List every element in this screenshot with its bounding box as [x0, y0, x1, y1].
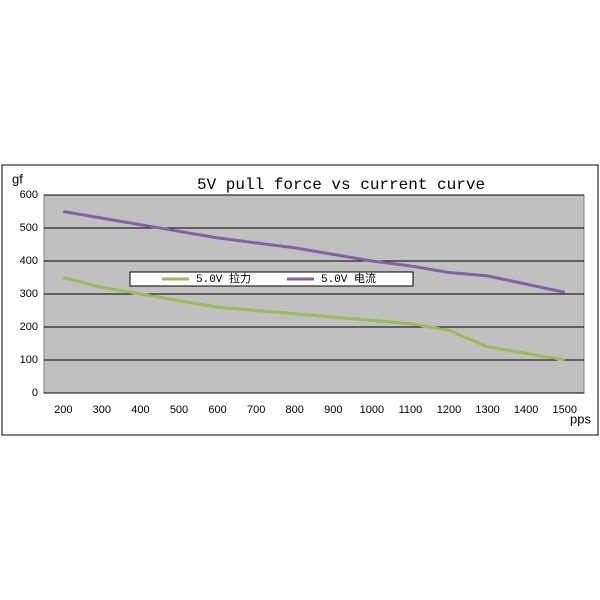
x-tick-label: 200 [54, 404, 72, 416]
x-tick-label: 400 [131, 404, 149, 416]
y-tick-label: 200 [20, 321, 38, 333]
y-tick-label: 500 [20, 222, 38, 234]
series-line [63, 210, 566, 294]
y-tick-label: 100 [20, 354, 38, 366]
x-tick-label: 1300 [475, 404, 499, 416]
y-axis-label: gf [12, 171, 23, 186]
chart-title: 5V pull force vs current curve [197, 176, 485, 194]
series-line [62, 276, 565, 362]
x-tick-label: 900 [324, 404, 342, 416]
legend-label: 5.0V 电流 [321, 271, 376, 286]
legend-box [129, 271, 414, 287]
y-tick-label: 400 [20, 255, 38, 267]
legend-label: 5.0V 拉力 [196, 271, 251, 286]
x-tick-label: 300 [93, 404, 111, 416]
x-tick-label: 1000 [360, 404, 384, 416]
x-tick-label: 1400 [514, 404, 538, 416]
y-tick-label: 0 [32, 387, 38, 399]
x-tick-label: 800 [286, 404, 304, 416]
x-tick-label: 1500 [552, 404, 576, 416]
y-tick-label: 300 [20, 288, 38, 300]
y-tick-label: 600 [20, 189, 38, 201]
x-tick-label: 1200 [437, 404, 461, 416]
x-axis-label: pps [570, 411, 591, 426]
x-tick-label: 700 [247, 404, 265, 416]
x-tick-label: 500 [170, 404, 188, 416]
x-tick-label: 600 [208, 404, 226, 416]
x-tick-label: 1100 [399, 404, 423, 416]
